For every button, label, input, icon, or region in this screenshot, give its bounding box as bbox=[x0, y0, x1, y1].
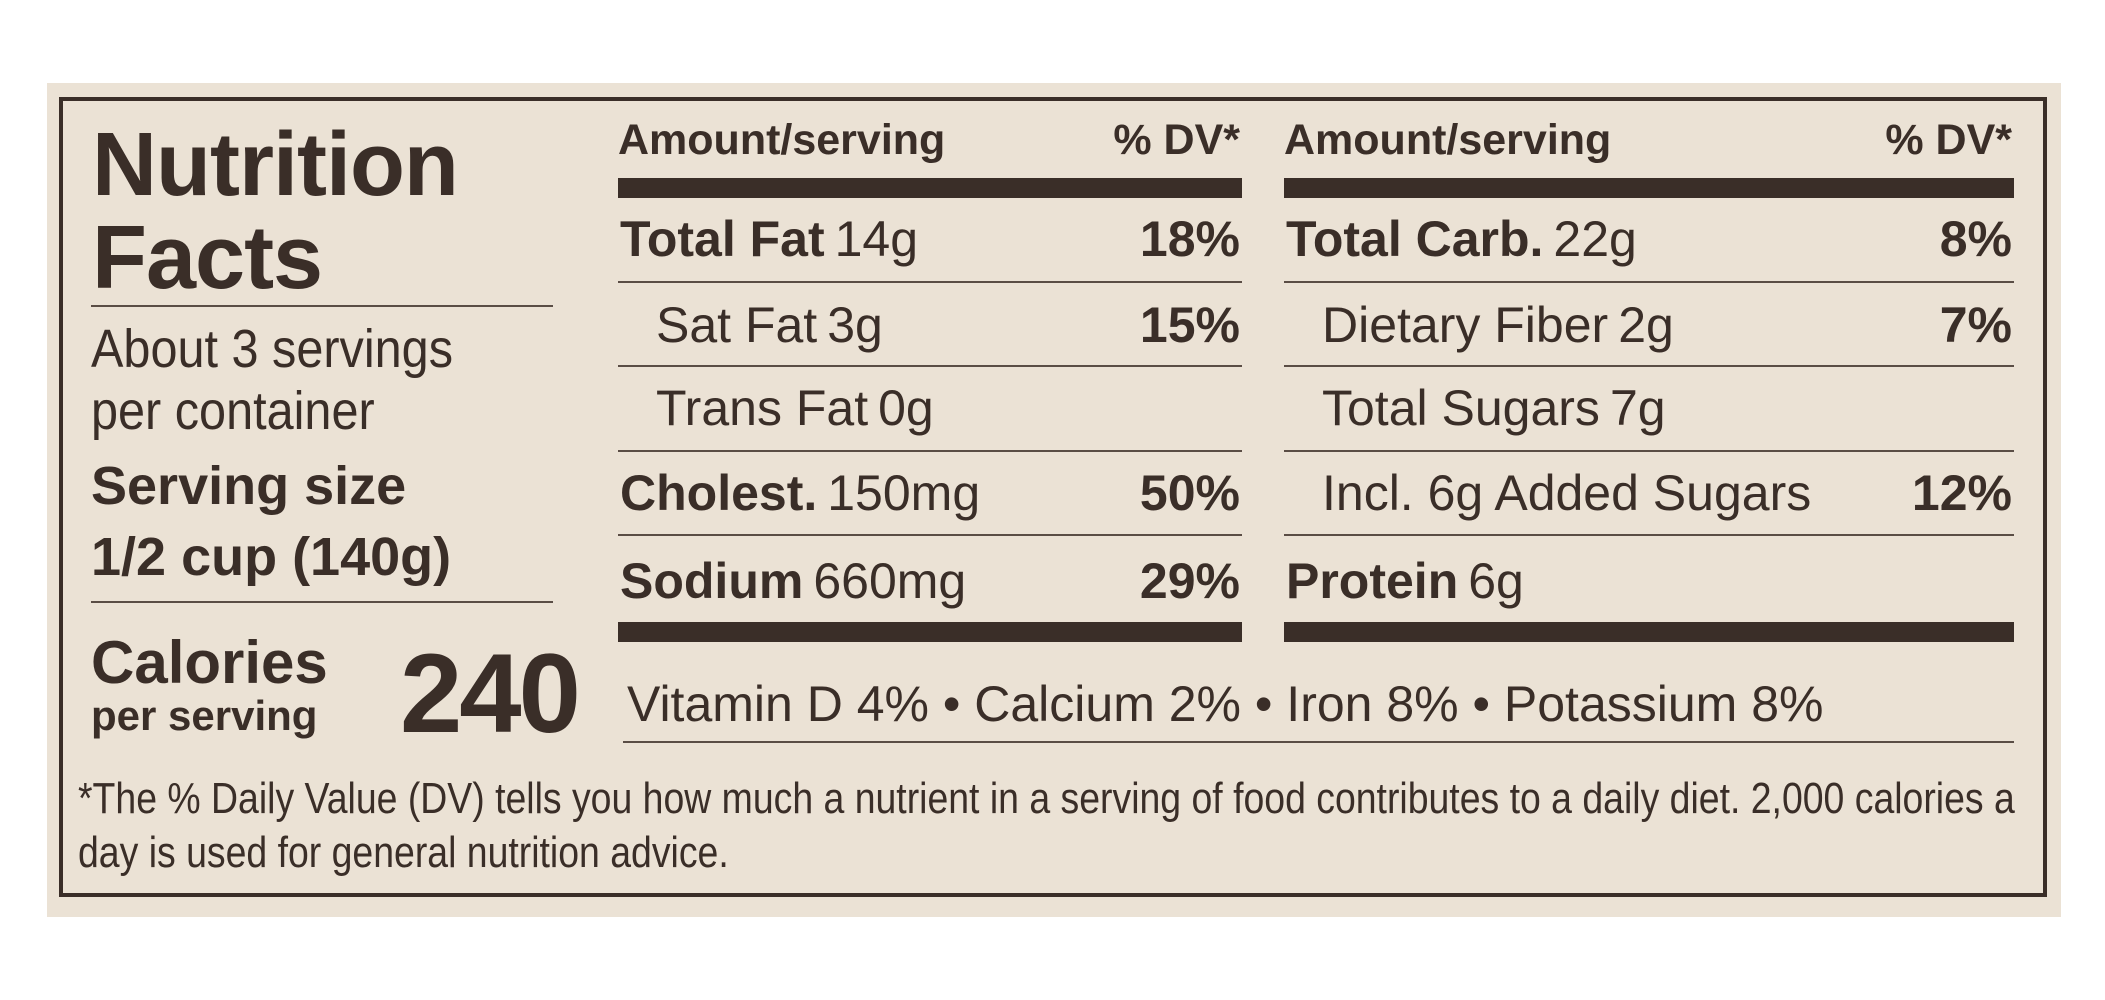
nutrient-amount: 3g bbox=[827, 297, 883, 353]
nutrient-row: Dietary Fiber 2g bbox=[1322, 295, 1674, 355]
nutrient-amount: 14g bbox=[834, 211, 919, 267]
nutrient-amount: 660mg bbox=[813, 553, 967, 609]
calories-sub: per serving bbox=[91, 692, 318, 739]
divider bbox=[623, 741, 2014, 743]
nutrient-row: Sat Fat 3g bbox=[656, 295, 883, 355]
divider bbox=[618, 281, 1242, 283]
serving-size-label: Serving size bbox=[91, 456, 407, 516]
nutrient-row: Trans Fat 0g bbox=[656, 378, 934, 438]
nutrient-row: Protein 6g bbox=[1286, 551, 1524, 611]
thick-bar bbox=[1284, 622, 2014, 642]
divider bbox=[91, 305, 553, 307]
nutrient-row: Total Carb. 22g bbox=[1286, 209, 1637, 269]
nutrient-dv: 7% bbox=[1939, 297, 2012, 353]
nutrient-dv: 12% bbox=[1911, 465, 2012, 521]
footnote: *The % Daily Value (DV) tells you how mu… bbox=[78, 774, 2015, 877]
serving-size: 1/2 cup (140g) bbox=[91, 527, 452, 587]
nutrient-name: Cholest. bbox=[620, 465, 818, 521]
nutrient-dv: 15% bbox=[1139, 297, 1240, 353]
nutrient-amount: 150mg bbox=[827, 465, 981, 521]
nutrient-amount: 22g bbox=[1553, 211, 1637, 267]
column-header-dv: % DV* bbox=[1885, 116, 2012, 164]
calories-value: 240 bbox=[400, 631, 581, 756]
nutrient-name: Dietary Fiber bbox=[1322, 297, 1609, 353]
title-line: Nutrition bbox=[92, 115, 459, 215]
nutrient-amount: 2g bbox=[1618, 297, 1674, 353]
divider bbox=[1284, 281, 2014, 283]
nutrient-row: Incl. 6g Added Sugars bbox=[1322, 463, 1811, 523]
nutrient-amount: 6g bbox=[1468, 553, 1524, 609]
nutrient-amount: 7g bbox=[1609, 380, 1666, 436]
column-header-dv: % DV* bbox=[1113, 116, 1240, 164]
nutrient-name: Trans Fat bbox=[656, 380, 869, 436]
divider bbox=[618, 534, 1242, 536]
nutrient-name: Total Carb. bbox=[1286, 211, 1544, 267]
divider bbox=[1284, 450, 2014, 452]
nutrient-row: Total Fat 14g bbox=[620, 209, 918, 269]
nutrient-name: Total Fat bbox=[620, 211, 825, 267]
servings: About 3 servings per container bbox=[91, 319, 454, 441]
title-line: Facts bbox=[92, 208, 323, 308]
divider bbox=[618, 365, 1242, 367]
nutrient-name: Total Sugars bbox=[1322, 380, 1600, 436]
nutrient-dv: 18% bbox=[1139, 211, 1240, 267]
nutrient-row: Sodium 660mg bbox=[620, 551, 966, 611]
nutrient-row: Cholest. 150mg bbox=[620, 463, 980, 523]
nutrient-name: Incl. 6g Added Sugars bbox=[1322, 465, 1812, 521]
divider bbox=[1284, 534, 2014, 536]
nutrient-dv: 29% bbox=[1139, 553, 1240, 609]
nutrient-name: Sodium bbox=[620, 553, 804, 609]
calories-label: Calories bbox=[91, 629, 328, 696]
thick-bar bbox=[618, 622, 1242, 642]
divider bbox=[91, 601, 553, 603]
column-header: Amount/serving bbox=[618, 116, 946, 164]
column-header: Amount/serving bbox=[1284, 116, 1612, 164]
nutrient-dv: 50% bbox=[1139, 465, 1240, 521]
thick-bar bbox=[618, 178, 1242, 198]
label-background bbox=[47, 83, 2061, 917]
nutrient-name: Sat Fat bbox=[656, 297, 818, 353]
divider bbox=[1284, 365, 2014, 367]
vitamins: Vitamin D 4% • Calcium 2% • Iron 8% • Po… bbox=[627, 676, 1824, 732]
label-border bbox=[59, 97, 2047, 897]
nutrient-dv: 8% bbox=[1939, 211, 2012, 267]
divider bbox=[618, 450, 1242, 452]
nutrient-amount: 0g bbox=[878, 380, 934, 436]
nutrient-name: Protein bbox=[1286, 553, 1459, 609]
thick-bar bbox=[1284, 178, 2014, 198]
nutrient-row: Total Sugars 7g bbox=[1322, 378, 1666, 438]
